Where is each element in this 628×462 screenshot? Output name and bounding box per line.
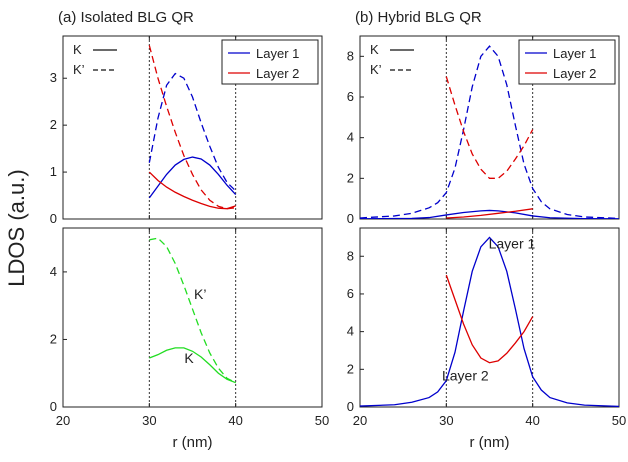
plot-frame: [62, 227, 323, 408]
series-line: [148, 156, 237, 199]
plot-frame: [359, 35, 620, 220]
panel-title: (a) Isolated BLG QR: [58, 9, 194, 26]
annotation-label: Layer 2: [442, 368, 489, 384]
series-line: [149, 347, 236, 384]
legend-entry: Layer 1: [256, 46, 299, 61]
legend-entry: Layer 2: [256, 66, 299, 81]
x-tick-label: 30: [142, 413, 156, 428]
legend-entry: Layer 1: [553, 46, 596, 61]
y-tick-label: 1: [50, 164, 57, 179]
plot-frame: [359, 227, 620, 408]
y-tick-label: 6: [347, 89, 354, 104]
bottom-subplot: 0 2 4 K’ K 20 30 40 50 r (nm): [50, 227, 329, 451]
y-tick-label: 0: [347, 399, 354, 414]
series-line: [360, 45, 619, 219]
series-group: [148, 45, 237, 210]
y-tick-label: 0: [50, 211, 57, 226]
y-tick-label: 4: [347, 324, 354, 339]
x-tick-label: 50: [612, 413, 626, 428]
valley-legend-label: K’: [370, 62, 382, 77]
series-group: [149, 237, 236, 384]
x-tick-label: 50: [315, 413, 329, 428]
panel-title: (b) Hybrid BLG QR: [355, 9, 482, 26]
series-group: [360, 45, 619, 219]
x-axis-label: r (nm): [470, 434, 510, 451]
series-line: [148, 72, 237, 192]
annotation-label: K’: [194, 286, 206, 302]
y-tick-label: 4: [347, 130, 354, 145]
x-axis-label: r (nm): [173, 434, 213, 451]
top-subplot: 0 2 4 6 8 K K’ Layer 1 Layer 2: [347, 35, 620, 226]
series-line: [445, 274, 534, 364]
series-line: [149, 237, 236, 384]
x-tick-label: 20: [56, 413, 70, 428]
series-line: [148, 171, 236, 210]
y-tick-label: 4: [50, 264, 57, 279]
top-subplot: 0 1 2 3 K K’ Layer 1 Layer 2: [50, 35, 323, 226]
series-line: [360, 209, 619, 219]
y-tick-label: 0: [50, 399, 57, 414]
x-tick-label: 40: [228, 413, 242, 428]
y-tick-label: 8: [347, 248, 354, 263]
series-line: [148, 45, 236, 210]
y-tick-label: 0: [347, 211, 354, 226]
annotation-label: K: [184, 350, 194, 366]
bottom-subplot: 0 2 4 6 8 Layer 1 Layer 2 20 30 40 50 r (nm): [347, 227, 626, 451]
panel-isolated: (a) Isolated BLG QR 0 1 2 3 K K’ Layer 1 Layer 2…: [50, 9, 329, 451]
y-tick-label: 3: [50, 70, 57, 85]
y-tick-label: 6: [347, 286, 354, 301]
y-tick-label: 2: [347, 361, 354, 376]
series-line: [446, 208, 533, 219]
series-group: [360, 236, 619, 407]
y-tick-label: 2: [50, 331, 57, 346]
x-tick-label: 30: [439, 413, 453, 428]
y-tick-label: 2: [50, 117, 57, 132]
y-tick-label: 8: [347, 48, 354, 63]
series-line: [445, 76, 534, 179]
x-tick-label: 20: [353, 413, 367, 428]
valley-legend-label: K: [73, 42, 82, 57]
legend-box: [221, 39, 319, 85]
plot-frame: [62, 35, 323, 220]
valley-legend-label: K’: [73, 62, 85, 77]
y-axis-label: LDOS (a.u.): [4, 169, 29, 286]
y-tick-label: 2: [347, 170, 354, 185]
legend-box: [518, 39, 616, 85]
series-line: [360, 236, 619, 407]
valley-legend-label: K: [370, 42, 379, 57]
annotation-label: Layer 1: [489, 236, 536, 252]
legend-entry: Layer 2: [553, 66, 596, 81]
x-tick-label: 40: [525, 413, 539, 428]
